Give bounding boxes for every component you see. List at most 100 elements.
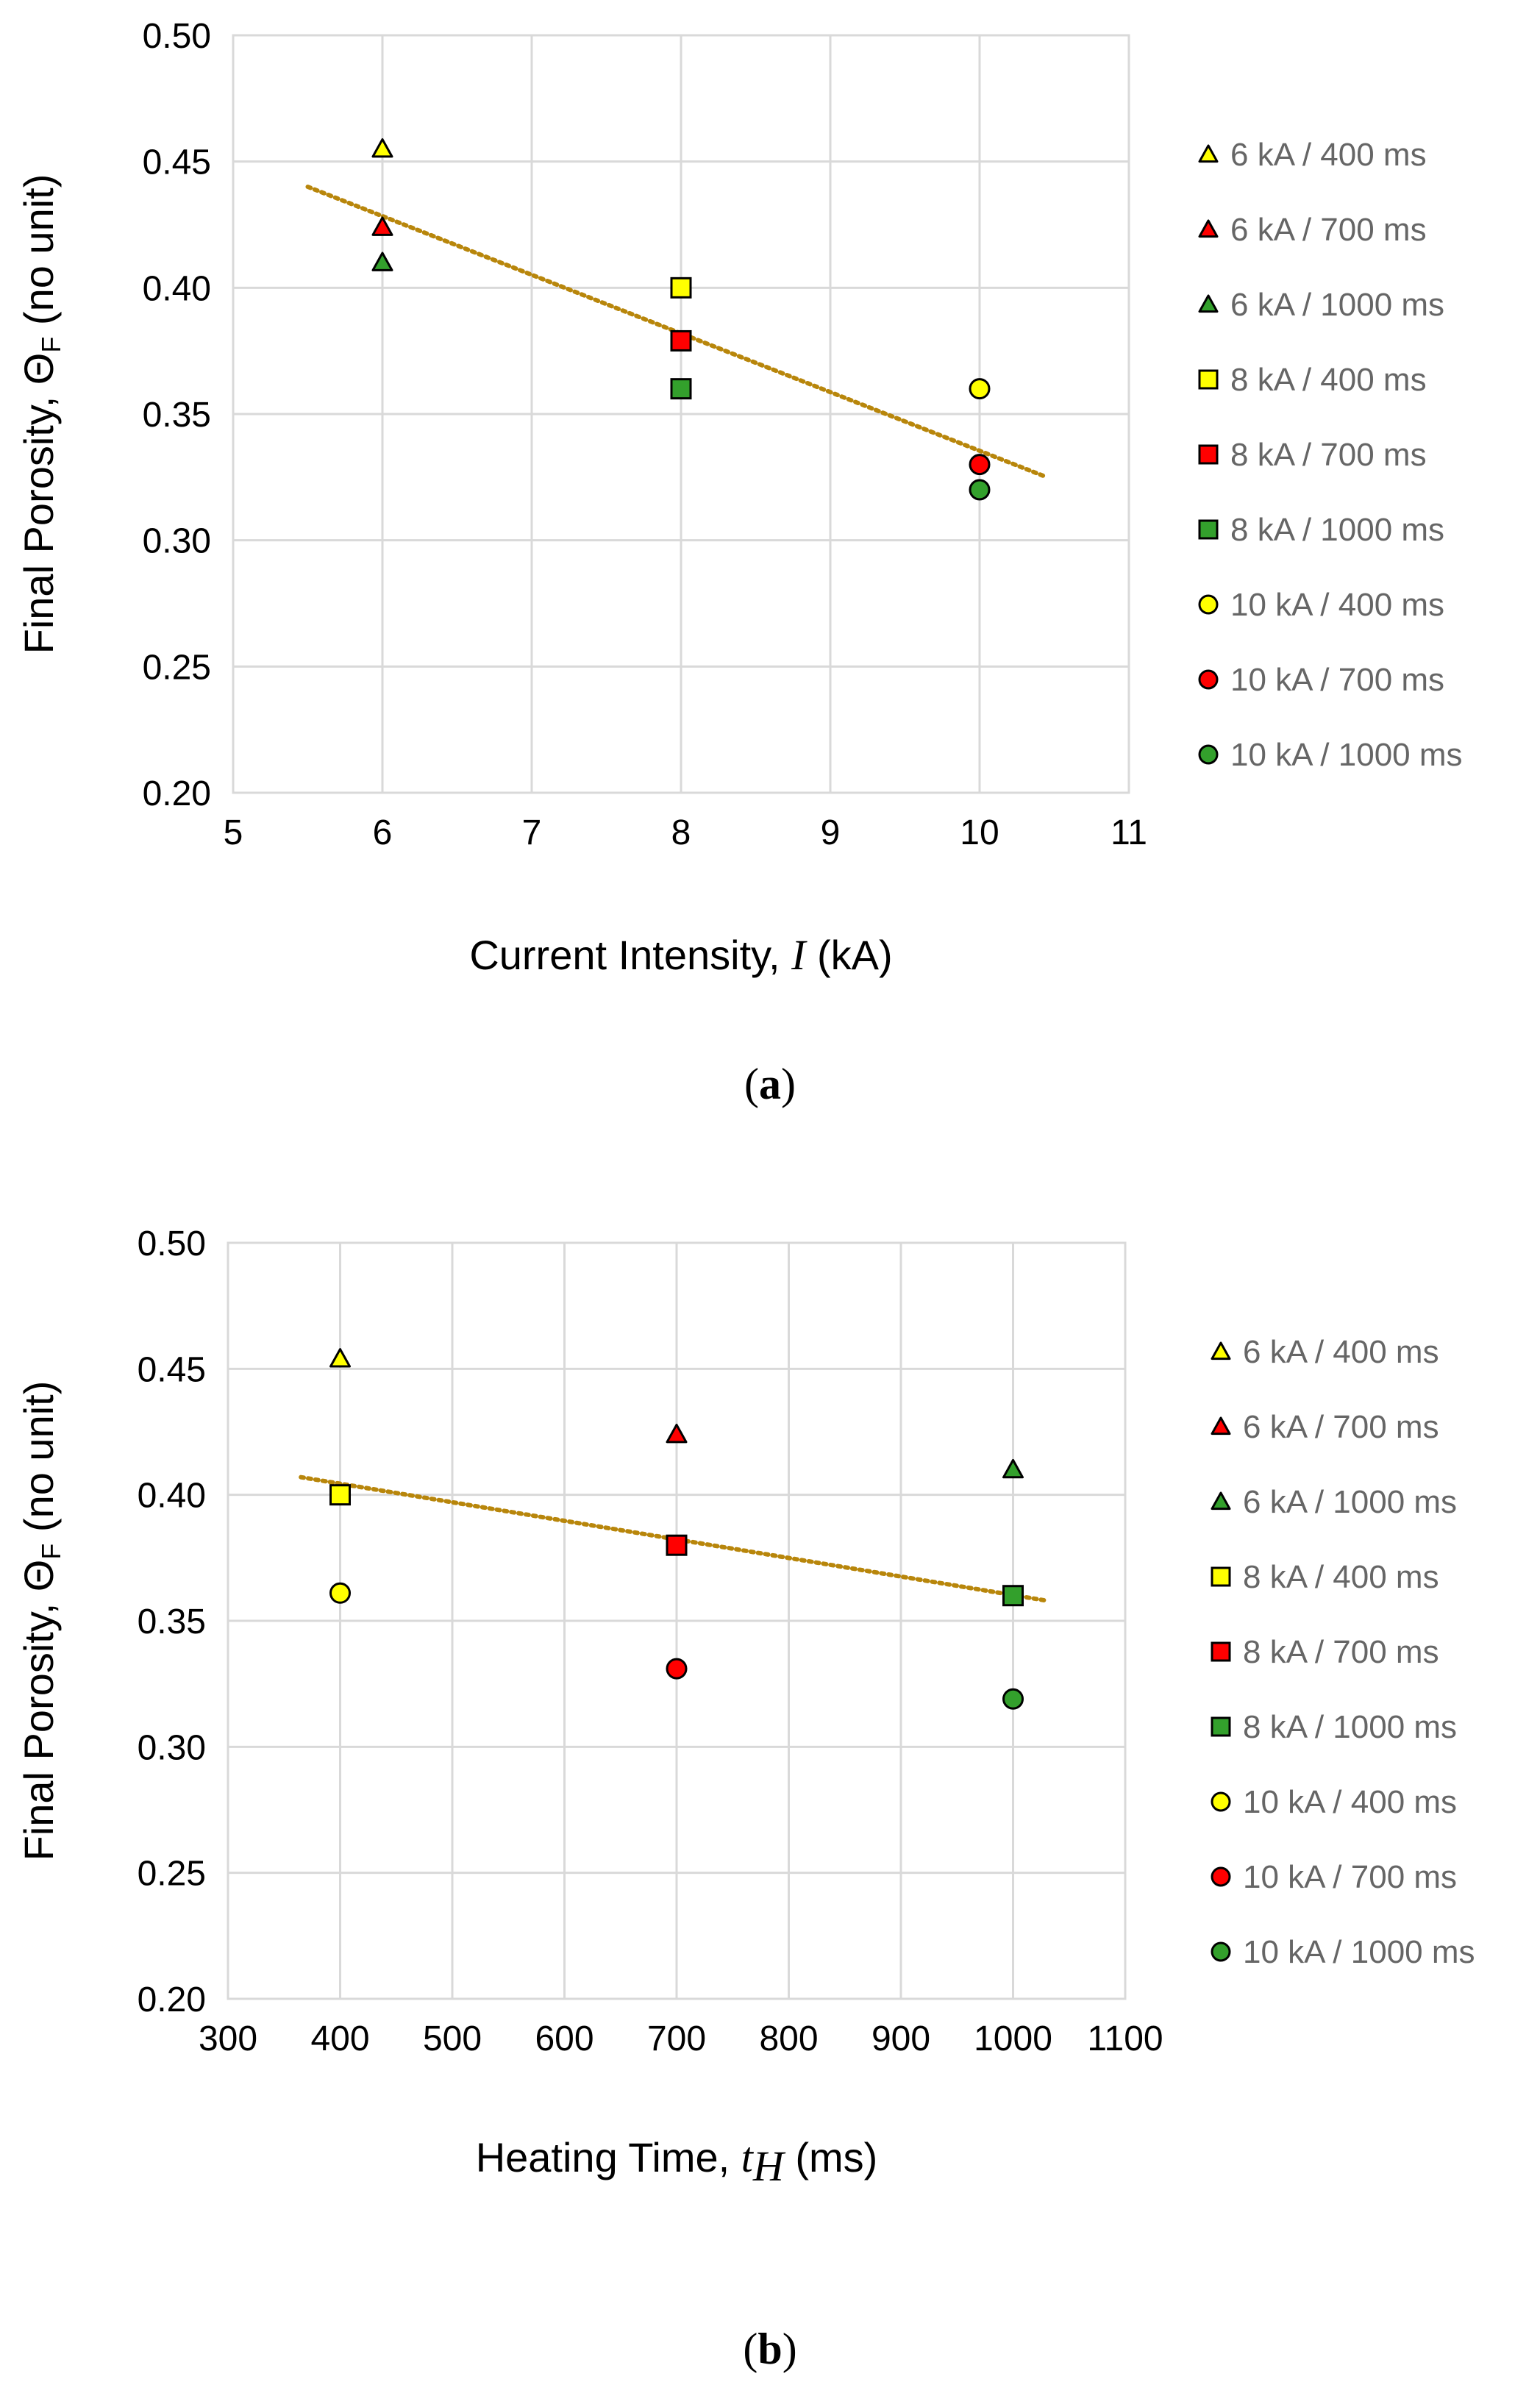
- data-point-10-ka-1000-ms: [969, 479, 991, 501]
- x-tick-label: 8: [671, 813, 691, 852]
- legend-marker-10-ka-700-ms: [1198, 669, 1219, 690]
- y-tick-label: 0.25: [138, 1855, 206, 1894]
- panel-letter-b: b: [757, 2325, 783, 2373]
- legend-marker-6-ka-1000-ms: [1211, 1491, 1231, 1511]
- legend-label-8-ka-400-ms: 8 kA / 400 ms: [1243, 1559, 1439, 1595]
- legend-b: 6 kA / 400 ms 6 kA / 700 ms 6 kA / 1000 ms…: [1211, 1334, 1475, 1970]
- y-tick-label: 0.40: [143, 269, 211, 308]
- legend-marker-8-ka-1000-ms: [1198, 519, 1219, 540]
- legend-marker-10-ka-400-ms: [1211, 1791, 1231, 1812]
- legend-label-8-ka-700-ms: 8 kA / 700 ms: [1243, 1634, 1439, 1670]
- data-point-8-ka-1000-ms: [670, 378, 692, 400]
- legend-label-6-ka-700-ms: 6 kA / 700 ms: [1230, 212, 1427, 248]
- y-tick-label: 0.30: [143, 522, 211, 561]
- legend-marker-6-ka-700-ms: [1211, 1416, 1231, 1436]
- x-tick-label: 300: [199, 2019, 257, 2058]
- y-tick-label: 0.35: [138, 1602, 206, 1641]
- plot-area-border: [232, 34, 1130, 794]
- legend-label-10-ka-700-ms: 10 kA / 700 ms: [1230, 662, 1444, 698]
- x-tick-label: 1000: [974, 2019, 1052, 2058]
- x-tick-label: 10: [960, 813, 999, 852]
- x-tick-label: 7: [522, 813, 542, 852]
- x-tick-label: 700: [647, 2019, 706, 2058]
- data-point-6-ka-1000-ms: [1002, 1458, 1024, 1479]
- gridlines-b: [227, 1241, 1127, 2000]
- y-tick-label: 0.25: [143, 648, 211, 687]
- x-tick-label: 1100: [1087, 2019, 1163, 2058]
- data-point-8-ka-400-ms: [670, 277, 692, 299]
- legend-label-8-ka-1000-ms: 8 kA / 1000 ms: [1243, 1709, 1457, 1745]
- data-point-6-ka-400-ms: [329, 1348, 351, 1368]
- data-points-b: [329, 1348, 1024, 1710]
- x-axis-label: Current Intensity, I (kA): [469, 931, 892, 979]
- legend-label-8-ka-700-ms: 8 kA / 700 ms: [1230, 437, 1427, 473]
- chart-b: 300 400 500 600 700 800 900 1000 1100 0.20 0.25 0.3…: [15, 1224, 1475, 2190]
- data-point-10-ka-700-ms: [969, 454, 991, 476]
- legend-marker-10-ka-400-ms: [1198, 594, 1219, 615]
- y-tick-label: 0.40: [138, 1477, 206, 1516]
- data-point-10-ka-700-ms: [666, 1658, 688, 1680]
- x-tick-label: 400: [310, 2019, 369, 2058]
- y-tick-label: 0.45: [138, 1350, 206, 1389]
- data-point-10-ka-400-ms: [969, 378, 991, 400]
- legend-label-8-ka-1000-ms: 8 kA / 1000 ms: [1230, 512, 1444, 548]
- legend-marker-6-ka-400-ms: [1211, 1341, 1231, 1360]
- y-tick-label: 0.50: [138, 1224, 206, 1263]
- legend-label-10-ka-400-ms: 10 kA / 400 ms: [1230, 587, 1444, 623]
- data-point-6-ka-400-ms: [371, 138, 393, 158]
- x-tick-label: 900: [871, 2019, 930, 2058]
- legend-marker-8-ka-700-ms: [1211, 1641, 1231, 1662]
- legend-label-6-ka-1000-ms: 6 kA / 1000 ms: [1230, 287, 1444, 323]
- data-point-8-ka-700-ms: [666, 1534, 688, 1556]
- legend-marker-8-ka-400-ms: [1211, 1566, 1231, 1587]
- chart-a: 5 6 7 8 9 10 11 0.20 0.25 0.30 0.35 0.40 0.45 0.50 Cur…: [15, 17, 1463, 979]
- legend-marker-10-ka-1000-ms: [1198, 744, 1219, 765]
- gridlines-a: [232, 34, 1130, 794]
- y-tick-label: 0.20: [143, 774, 211, 813]
- y-tick-label: 0.45: [143, 143, 211, 182]
- legend-label-10-ka-700-ms: 10 kA / 700 ms: [1243, 1859, 1457, 1895]
- data-point-8-ka-1000-ms: [1002, 1585, 1024, 1607]
- y-tick-label: 0.30: [138, 1728, 206, 1767]
- y-tick-label: 0.35: [143, 396, 211, 435]
- legend-label-6-ka-700-ms: 6 kA / 700 ms: [1243, 1409, 1439, 1445]
- y-axis-label: Final Porosity, ΘF (no unit): [15, 174, 66, 655]
- data-point-10-ka-400-ms: [329, 1582, 351, 1604]
- x-tick-label: 11: [1111, 813, 1147, 852]
- legend-marker-8-ka-700-ms: [1198, 444, 1219, 465]
- y-axis-label: Final Porosity, ΘF (no unit): [15, 1381, 66, 1861]
- panel-label-b: (b): [743, 2325, 797, 2373]
- y-tick-label: 0.50: [143, 17, 211, 56]
- panel-letter-a: a: [759, 1060, 781, 1108]
- data-point-6-ka-700-ms: [666, 1423, 688, 1444]
- legend-label-10-ka-1000-ms: 10 kA / 1000 ms: [1230, 737, 1463, 773]
- x-tick-label: 5: [224, 813, 243, 852]
- x-tick-label: 9: [821, 813, 841, 852]
- panel-label-a: (a): [744, 1060, 796, 1108]
- legend-label-8-ka-400-ms: 8 kA / 400 ms: [1230, 362, 1427, 398]
- plot-area-border: [227, 1241, 1127, 2000]
- legend-marker-6-ka-700-ms: [1198, 219, 1219, 238]
- y-tick-label: 0.20: [138, 1980, 206, 2019]
- data-points-a: [371, 138, 991, 501]
- data-point-6-ka-700-ms: [371, 216, 393, 236]
- legend-marker-8-ka-400-ms: [1198, 369, 1219, 390]
- x-tick-label: 800: [759, 2019, 818, 2058]
- legend-marker-10-ka-1000-ms: [1211, 1941, 1231, 1962]
- legend-label-6-ka-400-ms: 6 kA / 400 ms: [1230, 137, 1427, 173]
- data-point-6-ka-1000-ms: [371, 252, 393, 271]
- legend-marker-6-ka-400-ms: [1198, 144, 1219, 163]
- data-point-10-ka-1000-ms: [1002, 1688, 1024, 1710]
- data-point-8-ka-400-ms: [329, 1484, 351, 1506]
- legend-marker-8-ka-1000-ms: [1211, 1716, 1231, 1737]
- data-point-8-ka-700-ms: [670, 329, 692, 352]
- legend-label-10-ka-400-ms: 10 kA / 400 ms: [1243, 1784, 1457, 1820]
- x-tick-label: 6: [373, 813, 393, 852]
- legend-marker-10-ka-700-ms: [1211, 1866, 1231, 1887]
- x-tick-label: 600: [535, 2019, 593, 2058]
- legend-marker-6-ka-1000-ms: [1198, 294, 1219, 313]
- legend-label-6-ka-400-ms: 6 kA / 400 ms: [1243, 1334, 1439, 1370]
- x-axis-label: Heating Time, tH (ms): [476, 2133, 878, 2190]
- legend-a: 6 kA / 400 ms 6 kA / 700 ms 6 kA / 1000 ms…: [1198, 137, 1463, 773]
- legend-label-6-ka-1000-ms: 6 kA / 1000 ms: [1243, 1484, 1457, 1520]
